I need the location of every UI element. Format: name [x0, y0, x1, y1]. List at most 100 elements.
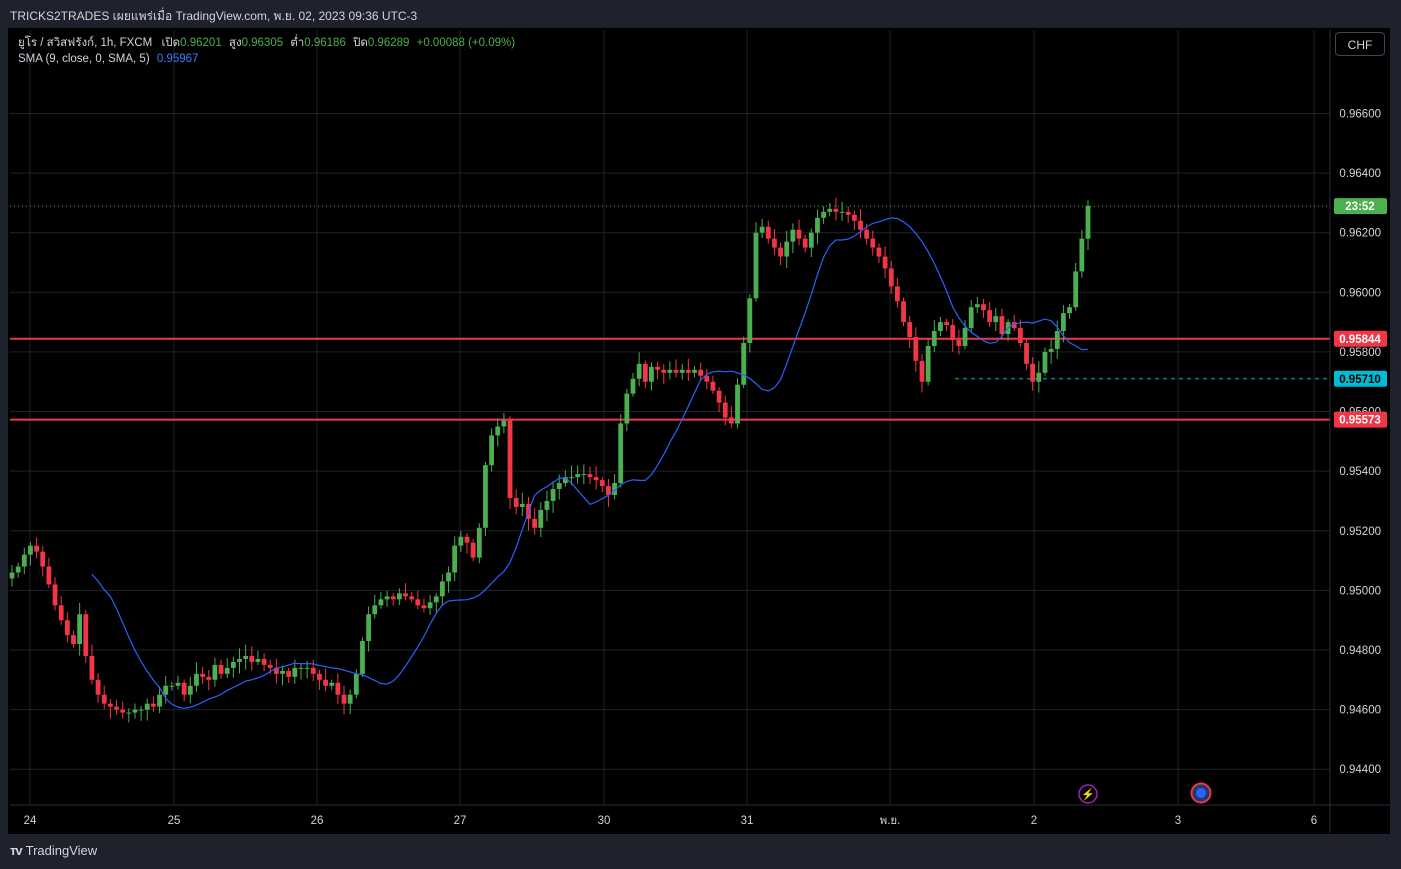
candle-body [981, 304, 986, 311]
candle-body [200, 673, 206, 677]
price-tick-label: 0.95200 [1339, 526, 1381, 538]
change-value: +0.00088 (+0.09%) [416, 37, 516, 49]
price-tick-label: 0.96000 [1339, 287, 1381, 299]
candle-body [163, 685, 169, 695]
candle-body [907, 322, 913, 338]
candle-body [704, 375, 710, 382]
candle-body [483, 465, 488, 528]
candle-body [120, 709, 126, 713]
candle-body [513, 497, 519, 507]
candle-body [126, 712, 132, 714]
candle-body [464, 536, 470, 543]
lightning-glyph: ⚡ [1081, 788, 1095, 801]
candle-body [21, 554, 27, 567]
candle-body [882, 256, 888, 269]
candle-body [46, 566, 52, 585]
countdown-badge-label: 23:52 [1345, 201, 1374, 213]
candle-body [765, 226, 771, 239]
lightning-event-icon [1078, 784, 1098, 804]
time-tick-label: 31 [741, 815, 754, 827]
candle-body [790, 229, 796, 242]
candle-body [1085, 205, 1091, 239]
candle-body [458, 536, 464, 546]
candle-body [95, 679, 101, 695]
chart-panel[interactable] [8, 28, 1390, 834]
candle-body [34, 545, 39, 552]
candle-body [1024, 342, 1029, 364]
price-tick-label: 0.95800 [1339, 347, 1381, 359]
candle-body [587, 474, 593, 478]
chart-legend: ยูโร / สวิสฟรังก์, 1h, FXCM เปิด0.96201 … [18, 35, 515, 67]
candle-body [870, 238, 876, 248]
candle-body [181, 682, 187, 695]
candle-body [747, 298, 753, 343]
price-tick-label: 0.94800 [1339, 645, 1381, 657]
candle-body [759, 226, 765, 233]
candle-body [495, 426, 501, 436]
candle-body [77, 614, 83, 645]
candle-body [796, 229, 802, 239]
candle-body [815, 217, 820, 233]
candle-body [784, 241, 790, 257]
high-value: 0.96305 [241, 37, 284, 49]
candle-body [476, 527, 482, 558]
candle-body [107, 703, 113, 707]
candle-body [649, 366, 654, 382]
candle-body [772, 238, 777, 248]
candle-body [519, 503, 525, 507]
level-badge-label: 0.95844 [1339, 334, 1381, 346]
candle-body [1073, 271, 1079, 308]
candle-body [255, 658, 261, 662]
candle-body [323, 679, 328, 686]
candle-body [15, 566, 21, 573]
candle-body [827, 208, 833, 212]
candle-body [249, 655, 255, 662]
candle-body [101, 694, 107, 704]
candle-body [593, 477, 599, 481]
candle-body [1042, 351, 1048, 373]
candle-body [728, 417, 734, 424]
close-value: 0.96289 [367, 37, 410, 49]
candle-body [384, 596, 390, 600]
candle-body [624, 393, 630, 424]
candle-body [544, 500, 550, 510]
candle-body [845, 211, 851, 215]
time-tick-label: 6 [1311, 815, 1317, 827]
ohlc-row: ยูโร / สวิสฟรังก์, 1h, FXCM เปิด0.96201 … [18, 35, 515, 51]
time-tick-label: 25 [168, 815, 181, 827]
candle-body [968, 307, 974, 329]
candle-body [452, 545, 458, 573]
time-tick-label: 26 [311, 815, 324, 827]
currency-button[interactable]: CHF [1335, 32, 1385, 56]
sma-row: SMA (9, close, 0, SMA, 5) 0.95967 [18, 51, 515, 67]
candle-body [360, 641, 365, 674]
candle-body [808, 232, 814, 248]
candle-body [372, 605, 378, 615]
candle-body [636, 363, 642, 379]
event-icons: ⚡ [1078, 782, 1212, 804]
candle-body [901, 301, 906, 323]
price-tick-label: 0.94600 [1339, 705, 1381, 717]
candle-body [987, 310, 993, 323]
level-badge-bg [1334, 411, 1387, 428]
marker-badge-label: 0.95710 [1339, 374, 1381, 386]
candle-body [667, 369, 673, 373]
time-tick-label: 27 [454, 815, 467, 827]
candle-body [1061, 313, 1066, 332]
candle-body [224, 667, 230, 674]
candle-body [642, 363, 648, 382]
candle-body [938, 322, 943, 332]
candle-body [28, 545, 33, 555]
candle-body [685, 369, 691, 373]
candle-body [273, 667, 279, 674]
candle-body [888, 268, 894, 287]
symbol-label: ยูโร / สวิสฟรังก์, 1h, FXCM [18, 37, 153, 49]
price-badges: 23:52 0.95844 0.95573 0.95710 [1334, 198, 1387, 428]
candle-body [353, 673, 359, 695]
level-badge-label: 0.95573 [1339, 415, 1381, 427]
candle-body [710, 381, 716, 391]
candle-body [630, 378, 636, 394]
candle-body [169, 685, 175, 687]
price-tick-label: 0.96400 [1339, 168, 1381, 180]
